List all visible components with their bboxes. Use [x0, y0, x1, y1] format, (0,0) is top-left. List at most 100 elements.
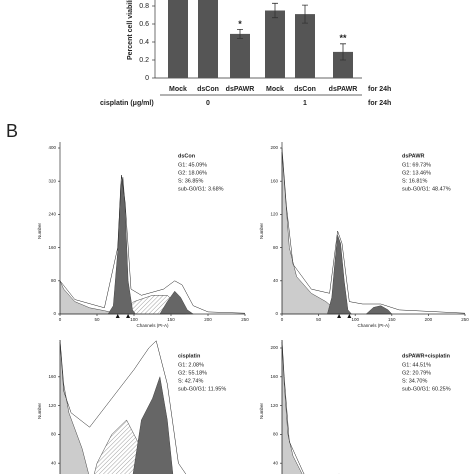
x-tick-label: 200	[204, 317, 212, 322]
x-tick-label: 0	[281, 317, 284, 322]
significance: *	[238, 19, 242, 29]
y-tick-label: 0.4	[139, 39, 149, 46]
bar	[230, 33, 250, 78]
y-tick-label: 160	[48, 245, 56, 250]
gate-marker	[115, 314, 120, 318]
y-tick-label: 40	[273, 460, 279, 465]
y-tick-label: 400	[48, 145, 56, 150]
y-tick-label: 200	[270, 145, 278, 150]
histogram-region	[59, 339, 89, 474]
plot-stat: sub-G0/G1: 48.47%	[402, 186, 451, 192]
y-axis-label: Number	[37, 223, 42, 240]
x-tick-label: dsPAWR	[329, 86, 358, 93]
group-title: cisplatin (μg/ml)	[100, 100, 154, 107]
x-tick-label: dsCon	[197, 86, 219, 93]
histogram-region	[327, 235, 353, 315]
plot-stat: G2: 18.06%	[178, 170, 207, 176]
plot-stat: G2: 55.18%	[178, 370, 207, 376]
plot-title: dsCon	[178, 153, 196, 159]
bar	[198, 0, 218, 78]
plot-axes	[59, 142, 245, 315]
y-tick-label: 80	[273, 245, 279, 250]
y-axis-label: Percent cell viability	[127, 0, 134, 60]
y-tick-label: 200	[270, 345, 278, 350]
x-tick-label: 250	[241, 317, 249, 322]
y-tick-label: 80	[51, 278, 57, 283]
x-tick-label: 100	[130, 317, 138, 322]
plot-stat: G1: 2.08%	[178, 362, 204, 368]
gate-marker	[347, 314, 352, 318]
y-tick-label: 160	[270, 374, 278, 379]
x-tick-label: 150	[388, 317, 396, 322]
gate-marker	[337, 314, 342, 318]
y-tick-label: 80	[51, 432, 57, 437]
plot-stat: S: 36.85%	[178, 178, 203, 184]
plot-stat: G1: 69.73%	[402, 162, 431, 168]
x-tick-label: Mock	[169, 86, 187, 93]
duration-label: for 24h	[368, 100, 391, 107]
histogram-region	[365, 305, 393, 315]
plot-title: dsPAWR+cisplatin	[402, 353, 451, 359]
y-tick-label: 0.6	[139, 21, 149, 28]
error-bar	[237, 29, 243, 39]
bar	[265, 10, 285, 78]
plot-axes	[59, 342, 61, 474]
bar	[295, 14, 315, 79]
plot-axes	[281, 142, 465, 315]
y-tick-label: 120	[48, 403, 56, 408]
y-tick-label: 160	[270, 178, 278, 183]
x-tick-label: dsCon	[294, 86, 316, 93]
x-tick-label: 50	[316, 317, 322, 322]
y-tick-label: 80	[273, 432, 279, 437]
histogram-region	[107, 177, 136, 315]
y-tick-label: 120	[270, 212, 278, 217]
plot-axes	[281, 342, 283, 474]
histogram-region	[59, 280, 120, 315]
x-tick-label: 150	[167, 317, 175, 322]
plot-stat: sub-G0/G1: 3.68%	[178, 186, 224, 192]
histogram-region	[281, 152, 342, 315]
y-tick-label: 0	[145, 75, 149, 82]
plot-stat: sub-G0/G1: 60.25%	[402, 386, 451, 392]
error-bar	[340, 43, 346, 61]
plot-stat: S: 16.81%	[402, 178, 427, 184]
y-tick-label: 320	[48, 178, 56, 183]
x-tick-label: 0	[59, 317, 62, 322]
histogram-outline	[281, 339, 340, 474]
x-tick-label: Mock	[266, 86, 284, 93]
y-tick-label: 0	[53, 311, 56, 316]
y-axis-label: Number	[37, 403, 42, 420]
plot-stat: G2: 13.46%	[402, 170, 431, 176]
bar	[333, 51, 353, 78]
y-tick-label: 120	[270, 403, 278, 408]
plot-stat: S: 42.74%	[178, 378, 203, 384]
plot-stat: G1: 45.09%	[178, 162, 207, 168]
bar	[168, 0, 188, 78]
group-label: 1	[303, 100, 307, 107]
y-tick-label: 40	[273, 278, 279, 283]
histogram-outline	[59, 174, 246, 314]
x-tick-label: 200	[425, 317, 433, 322]
plot-stat: G2: 20.79%	[402, 370, 431, 376]
gate-marker	[126, 314, 131, 318]
histogram-outline	[281, 147, 466, 314]
plot-stat: G1: 44.51%	[402, 362, 431, 368]
significance: **	[339, 33, 347, 43]
y-tick-label: 240	[48, 212, 56, 217]
plot-title: dsPAWR	[402, 153, 425, 159]
plot-stat: sub-G0/G1: 11.95%	[178, 386, 226, 392]
error-bar	[302, 4, 308, 24]
plot-title: cisplatin	[178, 353, 201, 359]
y-tick-label: 0.2	[139, 57, 149, 64]
error-bar	[272, 2, 278, 19]
x-tick-label: 50	[94, 317, 100, 322]
y-tick-label: 0.8	[139, 3, 149, 10]
y-tick-label: 160	[48, 374, 56, 379]
y-axis-label: Number	[259, 403, 264, 420]
x-tick-label: dsPAWR	[226, 86, 255, 93]
y-tick-label: 0	[275, 311, 278, 316]
histogram-outline	[59, 339, 187, 474]
plot-stat: S: 34.70%	[402, 378, 427, 384]
